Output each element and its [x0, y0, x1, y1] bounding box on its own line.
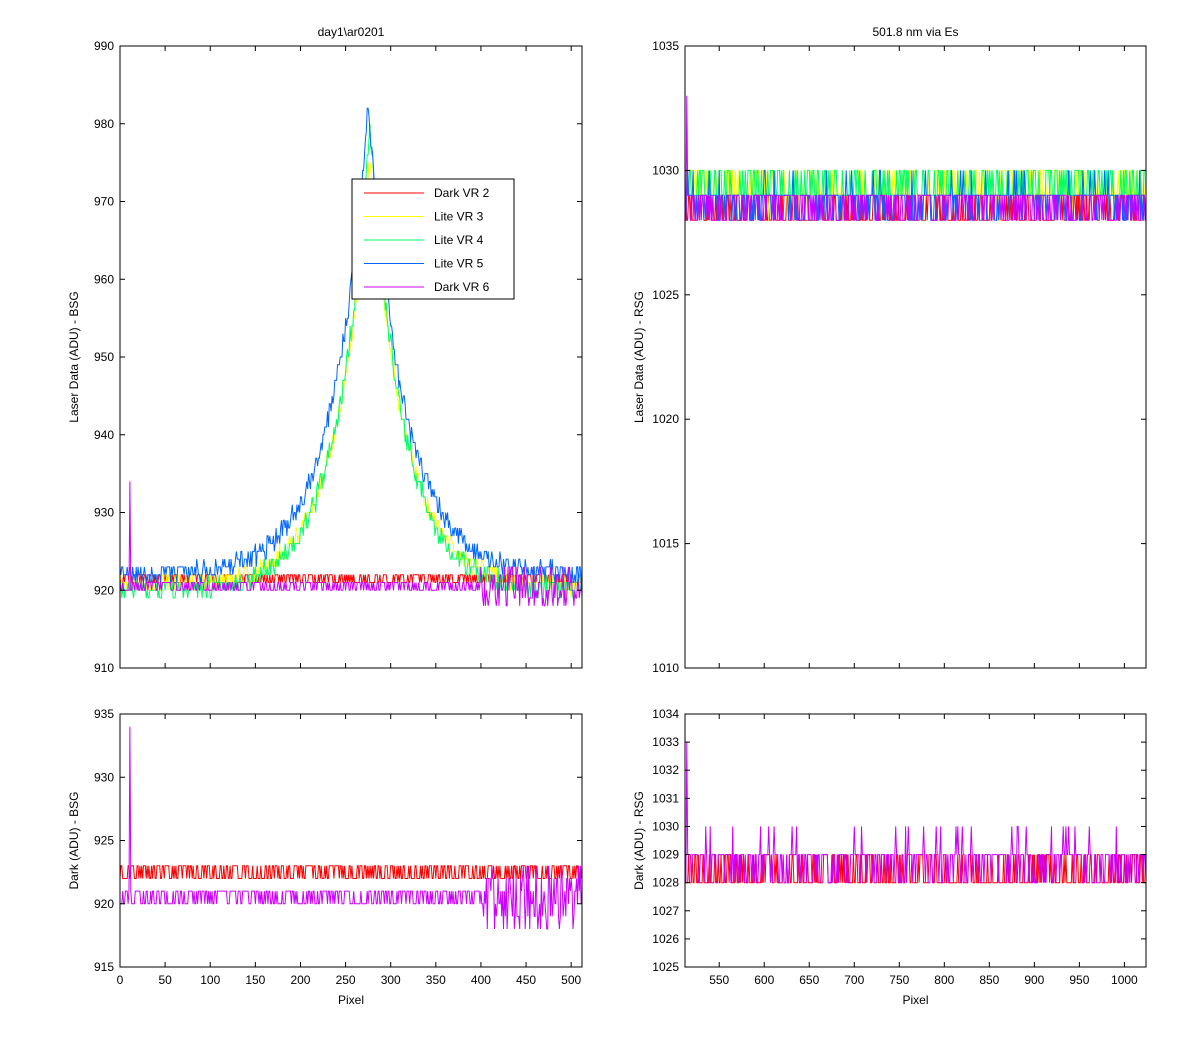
- chart-rsg-laser: 1010 1015 1020 1025 1030 1035 501.8 nm via Es L…: [632, 25, 1147, 675]
- x-tick-label: 450: [516, 973, 536, 987]
- y-tick-label: 1026: [652, 932, 679, 946]
- y-axis-label: Dark (ADU) - BSG: [67, 791, 81, 889]
- chart-bsg-dark: 0 50 100 150 200 250 300 350 400 450 500 915 920 925 9…: [67, 707, 583, 1007]
- y-tick-label: 1010: [652, 661, 679, 675]
- x-tick-label: 550: [709, 973, 729, 987]
- y-tick-label: 1034: [652, 707, 679, 721]
- legend-entry: Lite VR 5: [434, 257, 484, 271]
- y-tick-label: 1015: [652, 537, 679, 551]
- series-group: [685, 742, 1146, 884]
- legend-box: [351, 178, 515, 300]
- x-tick-label: 300: [381, 973, 401, 987]
- x-tick-label: 650: [799, 973, 819, 987]
- y-tick-label: 930: [94, 770, 114, 784]
- y-tick-label: 1031: [652, 791, 679, 805]
- axes-frame: [684, 713, 1147, 968]
- x-tick-label: 600: [754, 973, 774, 987]
- x-tick-label: 950: [1069, 973, 1089, 987]
- x-tick-label: 700: [844, 973, 864, 987]
- chart-title: 501.8 nm via Es: [872, 25, 958, 39]
- series-line-dark-vr-6: [685, 95, 1146, 221]
- legend-entry: Dark VR 2: [434, 186, 490, 200]
- y-tick-label: 1032: [652, 763, 679, 777]
- x-tick-label: 850: [979, 973, 999, 987]
- y-tick-label: 1029: [652, 848, 679, 862]
- y-tick-label: 960: [94, 272, 114, 286]
- y-tick-label: 1030: [652, 819, 679, 833]
- y-tick-label: 1030: [652, 163, 679, 177]
- x-tick-label: 100: [200, 973, 220, 987]
- x-tick-label: 900: [1024, 973, 1044, 987]
- x-tick-label: 150: [245, 973, 265, 987]
- y-tick-label: 915: [94, 960, 114, 974]
- series-line-dark-vr-6: [685, 742, 1146, 884]
- y-tick-label: 925: [94, 834, 114, 848]
- series-group: [120, 726, 582, 930]
- y-tick-label: 1033: [652, 735, 679, 749]
- series-group: [685, 95, 1146, 221]
- y-tick-label: 1020: [652, 412, 679, 426]
- legend: Dark VR 2 Lite VR 3 Lite VR 4 Lite VR 5 Dark…: [351, 178, 515, 300]
- x-tick-label: 500: [561, 973, 581, 987]
- chart-bsg-laser: 910 920 930 940 950 960 970 980 990 day1\ar0201 La…: [67, 25, 583, 675]
- x-tick-label: 350: [426, 973, 446, 987]
- y-tick-label: 1027: [652, 904, 679, 918]
- y-tick-label: 940: [94, 428, 114, 442]
- series-group: [120, 107, 582, 607]
- y-axis-label: Laser Data (ADU) - RSG: [632, 291, 646, 423]
- y-tick-label: 1035: [652, 39, 679, 53]
- x-tick-label: 50: [158, 973, 172, 987]
- x-tick-label: 400: [471, 973, 491, 987]
- y-tick-label: 930: [94, 506, 114, 520]
- y-tick-label: 990: [94, 39, 114, 53]
- series-line-dark-vr-2: [120, 865, 582, 879]
- y-tick-label: 910: [94, 661, 114, 675]
- x-tick-label: 200: [290, 973, 310, 987]
- x-axis-label: Pixel: [902, 993, 928, 1007]
- x-tick-label: 800: [934, 973, 954, 987]
- y-tick-label: 980: [94, 117, 114, 131]
- chart-rsg-dark: 550 600 650 700 750 800 850 900 950 1000 1025 1026 1…: [632, 707, 1147, 1007]
- x-tick-label: 250: [336, 973, 356, 987]
- y-tick-label: 935: [94, 707, 114, 721]
- series-line-lite-vr-5: [120, 107, 582, 583]
- legend-entry: Dark VR 6: [434, 280, 490, 294]
- legend-entry: Lite VR 4: [434, 233, 484, 247]
- y-tick-label: 970: [94, 195, 114, 209]
- x-tick-label: 750: [889, 973, 909, 987]
- y-axis-label: Laser Data (ADU) - BSG: [67, 291, 81, 422]
- y-axis-label: Dark (ADU) - RSG: [632, 791, 646, 890]
- axes-frame: [684, 45, 1147, 669]
- legend-entry: Lite VR 3: [434, 210, 484, 224]
- plot-area: [685, 46, 1146, 668]
- plot-area: [685, 714, 1146, 967]
- chart-title: day1\ar0201: [318, 25, 385, 39]
- y-tick-label: 1025: [652, 960, 679, 974]
- series-line-dark-vr-6: [120, 726, 582, 930]
- x-tick-label: 1000: [1111, 973, 1138, 987]
- x-tick-label: 0: [117, 973, 124, 987]
- y-tick-label: 1028: [652, 876, 679, 890]
- x-axis-label: Pixel: [338, 993, 364, 1007]
- series-line-dark-vr-6: [120, 481, 582, 607]
- y-tick-label: 920: [94, 897, 114, 911]
- plot-area: [120, 714, 582, 967]
- y-tick-label: 920: [94, 583, 114, 597]
- y-tick-label: 950: [94, 350, 114, 364]
- y-tick-label: 1025: [652, 288, 679, 302]
